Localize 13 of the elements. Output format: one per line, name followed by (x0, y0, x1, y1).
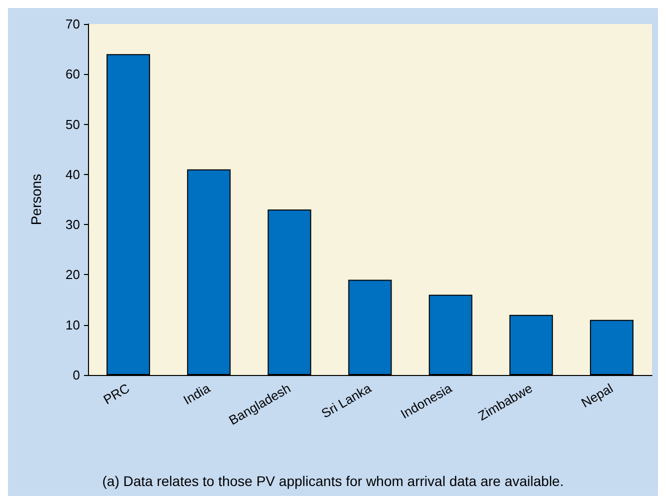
y-tick-label: 70 (66, 16, 80, 32)
y-tick-label: 10 (66, 317, 80, 332)
y-axis-title: Persons (28, 174, 44, 226)
y-tick-label: 0 (72, 368, 80, 382)
x-tick-label: PRC (100, 380, 132, 408)
y-tick-label: 30 (66, 217, 80, 232)
y-tick-label: 40 (66, 166, 80, 182)
x-tick-label: Sri Lanka (318, 380, 374, 421)
x-tick-label: India (180, 380, 214, 408)
text: (a) Data relates to those PV applicants for whom arrival data are available. (102, 473, 564, 489)
y-tick-label: 60 (66, 66, 80, 82)
y-tick-label: 20 (66, 267, 80, 282)
y-tick-label: 50 (66, 116, 80, 132)
